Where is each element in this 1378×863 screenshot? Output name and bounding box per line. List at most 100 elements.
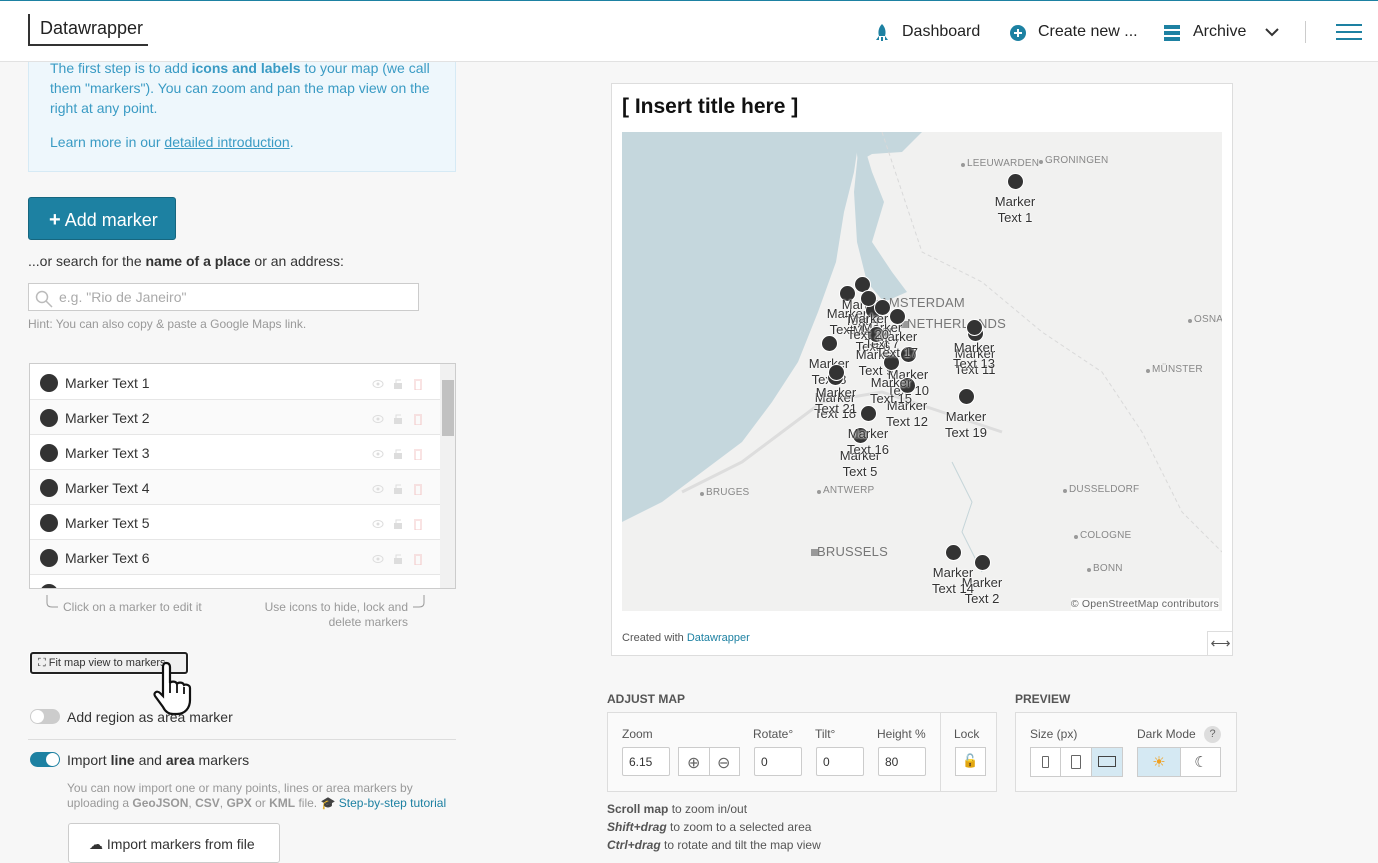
map-marker-label: Marker Text 19 [945,409,987,440]
marker-dot [40,514,58,532]
marker-dot [40,409,58,427]
zoom-input[interactable]: 6.15 [622,747,670,776]
marker-row[interactable]: Marker Text 6 [30,540,440,575]
map-marker[interactable] [965,318,983,336]
place-label: AMSTERDAM [880,295,965,310]
map-marker[interactable] [838,284,856,302]
map-marker[interactable] [957,387,975,405]
map-marker-label: Marker Text 17 [876,329,918,360]
import-toggle[interactable] [30,752,60,767]
instruction: Ctrl+drag to rotate and tilt the map vie… [607,838,821,852]
map-marker[interactable] [1006,172,1024,190]
archive-icon [1164,25,1180,41]
text: to rotate and tilt the map view [660,838,821,852]
search-input[interactable]: e.g. "Rio de Janeiro" [28,283,419,311]
map[interactable]: © OpenStreetMap contributors LEEUWARDEN G… [622,132,1222,611]
marker-row[interactable]: Marker Text 3 [30,435,440,470]
row-icons[interactable] [372,588,424,589]
map-marker-label: Marker Text 20 [847,311,889,342]
row-icons[interactable] [372,448,424,461]
map-marker[interactable] [888,307,906,325]
map-marker[interactable] [827,363,845,381]
map-marker-label: Marker Text 3 [826,306,868,337]
light-mode[interactable]: ☀ [1138,748,1180,776]
height-input[interactable]: 80 [878,747,926,776]
marker-row[interactable]: Marker Text 5 [30,505,440,540]
divider [709,748,710,775]
marker-dot [40,584,58,588]
map-marker-label: Marker Text 15 [870,375,912,406]
map-marker[interactable] [859,404,877,422]
hint-arrow [46,595,58,608]
text: KML [269,796,296,810]
mobile-size[interactable] [1031,748,1061,776]
row-icons[interactable] [372,518,424,531]
tablet-size[interactable] [1061,748,1092,776]
credit-link[interactable]: Datawrapper [686,632,750,644]
dark-mode-label: Dark Mode [1137,727,1196,741]
nav-create[interactable]: Create new ... [1038,23,1138,40]
help-icon[interactable]: ? [1204,726,1221,743]
region-toggle[interactable] [30,709,60,724]
map-marker-label: Marker Text 5 [839,448,881,479]
row-icons[interactable] [372,483,424,496]
marker-row[interactable]: Marker Text 4 [30,470,440,505]
text: , [219,796,227,810]
zoom-buttons[interactable]: ⊕ ⊖ [678,747,740,776]
rocket-icon [876,24,888,41]
separator [28,739,456,740]
nav-dashboard[interactable]: Dashboard [902,23,981,40]
marker-row[interactable]: Marker Text 2 [30,400,440,435]
add-marker-button[interactable]: + Add marker [28,197,176,240]
row-icons[interactable] [372,378,424,391]
zoom-in[interactable]: ⊕ [687,755,701,772]
rotate-input[interactable]: 0 [754,747,802,776]
text: or an address: [250,253,344,269]
row-icons[interactable] [372,413,424,426]
map-marker-label: Marker Text 2 [961,575,1003,606]
icon [1098,756,1116,767]
map-marker[interactable] [944,543,962,561]
map-marker-label: Marker Text 1 [994,194,1036,225]
intro-link[interactable]: detailed introduction [164,134,290,150]
text: . [289,134,294,150]
place-label: OSNA [1194,314,1222,325]
scroll-thumb[interactable] [442,380,454,436]
map-marker[interactable] [867,325,885,343]
tutorial-link[interactable]: 🎓 Step-by-step tutorial [320,796,447,810]
map-marker[interactable] [882,353,900,371]
map-marker[interactable] [899,345,917,363]
credit: Created with Datawrapper [622,632,750,644]
text: line [110,752,135,768]
map-marker[interactable] [873,298,891,316]
map-marker[interactable] [851,426,869,444]
attribution: © OpenStreetMap contributors [1070,598,1219,610]
zoom-out[interactable]: ⊖ [717,755,731,772]
import-button[interactable]: ☁ Import markers from file [68,823,280,863]
nav-archive[interactable]: Archive [1193,23,1247,40]
marker-row[interactable]: Marker Text 7 [30,575,440,589]
marker-row[interactable]: Marker Text 1 [30,365,440,400]
tilt-input[interactable]: 0 [816,747,864,776]
dark-mode[interactable]: ☾ [1180,748,1221,776]
resize-handle[interactable]: ⟷ [1207,631,1233,656]
chevron[interactable] [1265,27,1279,37]
menu-icon[interactable] [1336,23,1362,41]
brand[interactable]: Datawrapper [28,14,148,46]
map-marker[interactable] [898,376,916,394]
tilt-label: Tilt° [815,727,836,741]
map-marker[interactable] [859,289,877,307]
text: You can now import one or many points, l… [67,781,413,810]
instruction: Scroll map to zoom in/out [607,802,747,816]
icon [1042,756,1049,768]
row-icons[interactable] [372,553,424,566]
dark-mode-buttons: ☀ ☾ [1137,747,1221,777]
map-marker[interactable] [820,334,838,352]
lock-button[interactable]: 🔓 [955,747,986,776]
text: GPX [226,796,252,810]
search-label: ...or search for the name of a place or … [28,253,344,269]
desktop-size[interactable] [1092,748,1122,776]
map-marker[interactable] [973,553,991,571]
text: Shift+drag [607,820,667,834]
fit-map-button[interactable]: ⛶ Fit map view to markers [30,652,188,674]
